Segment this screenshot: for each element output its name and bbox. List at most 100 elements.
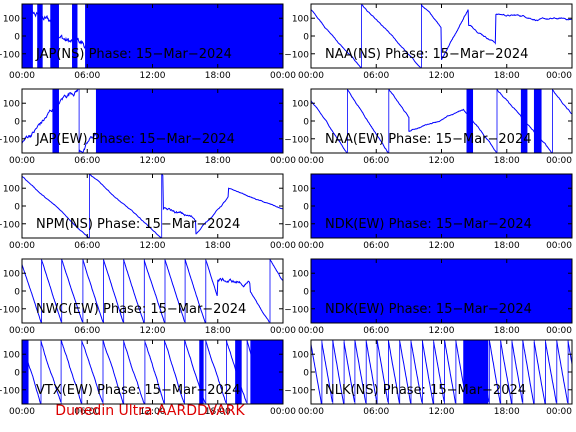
noise-band [37, 4, 43, 68]
noise-band [85, 4, 283, 68]
x-tick-label: 06:00 [363, 326, 389, 336]
y-tick-label: 0 [303, 288, 309, 298]
y-tick-label: −100 [284, 50, 309, 60]
y-tick-label: 0 [14, 33, 20, 43]
x-tick-label: 18:00 [205, 156, 231, 166]
x-tick-label: 12:00 [140, 156, 166, 166]
panel-trace-group [311, 340, 572, 404]
x-tick-label: 00:00 [270, 326, 296, 336]
y-tick-label: −100 [0, 386, 20, 396]
phase-wrap-lines [40, 340, 268, 404]
x-tick-label: 12:00 [429, 326, 455, 336]
panel-trace-group [22, 259, 283, 323]
phase-trace [311, 89, 572, 153]
x-tick-label: 12:00 [429, 156, 455, 166]
noise-band [95, 89, 283, 153]
y-tick-label: 0 [14, 118, 20, 128]
x-tick-label: 00:00 [546, 241, 572, 251]
y-tick-label: 0 [14, 203, 20, 213]
y-tick-label: −100 [0, 135, 20, 145]
x-tick-label: 00:00 [9, 71, 35, 81]
x-tick-label: 18:00 [205, 241, 231, 251]
x-tick-label: 00:00 [298, 241, 324, 251]
panel-5: 1000−10000:0006:0012:0018:0000:00NPM(NS)… [0, 173, 296, 251]
x-tick-label: 12:00 [429, 241, 455, 251]
x-tick-label: 00:00 [9, 326, 35, 336]
noise-band [235, 340, 242, 404]
x-tick-label: 00:00 [270, 156, 296, 166]
y-tick-label: 100 [3, 351, 20, 361]
panel-trace-group [22, 174, 283, 238]
noise-band [50, 4, 59, 68]
phase-wrap-lines [361, 4, 422, 68]
x-tick-label: 18:00 [205, 71, 231, 81]
panel-trace-group [22, 4, 283, 68]
panel-title: JAP(EW) Phase: 15−Mar−2024 [35, 132, 235, 147]
noise-band [466, 89, 474, 153]
y-tick-label: 100 [292, 185, 309, 195]
noise-band [72, 4, 78, 68]
phase-wrap-lines [321, 340, 569, 404]
y-tick-label: −100 [284, 135, 309, 145]
y-tick-label: 100 [3, 185, 20, 195]
y-tick-label: −100 [284, 386, 309, 396]
noise-band [463, 340, 489, 404]
y-tick-label: 0 [303, 33, 309, 43]
x-tick-label: 00:00 [9, 407, 35, 417]
phase-trace [22, 259, 283, 323]
panel-title: NPM(NS) Phase: 15−Mar−2024 [36, 217, 240, 232]
x-tick-label: 06:00 [74, 71, 100, 81]
panel-trace-group [311, 4, 572, 68]
x-tick-label: 00:00 [270, 71, 296, 81]
panel-trace-group [311, 174, 572, 238]
x-tick-label: 06:00 [74, 407, 100, 417]
x-tick-label: 00:00 [546, 71, 572, 81]
y-tick-label: 100 [3, 15, 20, 25]
noise-band [311, 174, 572, 238]
x-tick-label: 12:00 [140, 241, 166, 251]
panel-9: 1000−10000:0006:0012:0018:0000:00VTX(EW)… [0, 339, 296, 417]
x-tick-label: 00:00 [298, 156, 324, 166]
y-tick-label: 100 [292, 351, 309, 361]
y-tick-label: 0 [303, 118, 309, 128]
panel-title: NDK(EW) Phase: 15−Mar−2024 [325, 302, 532, 317]
x-tick-label: 12:00 [140, 326, 166, 336]
x-tick-label: 00:00 [546, 156, 572, 166]
x-tick-label: 12:00 [429, 407, 455, 417]
y-tick-label: 0 [14, 369, 20, 379]
x-tick-label: 18:00 [494, 71, 520, 81]
x-tick-label: 12:00 [140, 407, 166, 417]
noise-band [52, 89, 59, 153]
y-tick-label: 0 [303, 203, 309, 213]
y-tick-label: 100 [292, 15, 309, 25]
panel-trace-group [311, 89, 572, 153]
x-tick-label: 00:00 [546, 407, 572, 417]
y-tick-label: −100 [0, 305, 20, 315]
x-tick-label: 12:00 [429, 71, 455, 81]
x-tick-label: 00:00 [270, 407, 296, 417]
x-tick-label: 00:00 [298, 407, 324, 417]
x-tick-label: 18:00 [494, 156, 520, 166]
noise-band [533, 89, 542, 153]
panel-title: NWC(EW) Phase: 15−Mar−2024 [36, 302, 246, 317]
panel-3: 1000−10000:0006:0012:0018:0000:00JAP(EW)… [0, 88, 296, 166]
y-tick-label: −100 [284, 305, 309, 315]
x-tick-label: 18:00 [494, 326, 520, 336]
x-tick-label: 06:00 [74, 326, 100, 336]
x-tick-label: 18:00 [494, 407, 520, 417]
y-tick-label: 100 [292, 270, 309, 280]
x-tick-label: 06:00 [74, 156, 100, 166]
noise-band [520, 89, 528, 153]
phase-wrap-lines [89, 174, 163, 238]
footer-label: Dunedin Ultra AARDDVARK [55, 403, 245, 419]
x-tick-label: 06:00 [74, 241, 100, 251]
panel-title: NDK(EW) Phase: 15−Mar−2024 [325, 217, 532, 232]
y-tick-label: 100 [292, 100, 309, 110]
x-tick-label: 18:00 [494, 241, 520, 251]
